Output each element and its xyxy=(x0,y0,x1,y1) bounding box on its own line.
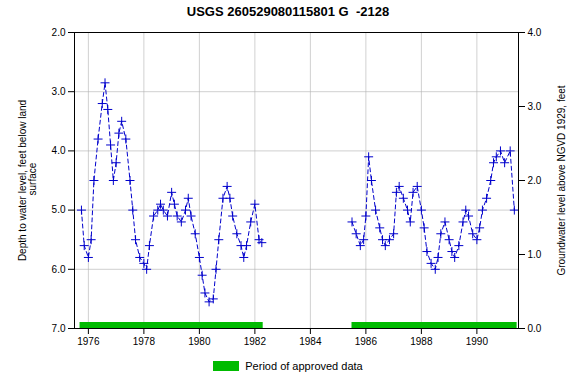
svg-text:6.0: 6.0 xyxy=(52,264,66,275)
svg-text:0.0: 0.0 xyxy=(528,323,542,334)
svg-text:1986: 1986 xyxy=(355,336,378,347)
svg-text:4.0: 4.0 xyxy=(528,27,542,38)
html-text:Period of approved data: Period of approved data xyxy=(245,360,363,372)
svg-text:1978: 1978 xyxy=(133,336,156,347)
svg-text:2.0: 2.0 xyxy=(52,27,66,38)
svg-text:7.0: 7.0 xyxy=(52,323,66,334)
svg-text:1984: 1984 xyxy=(299,336,322,347)
svg-text:1990: 1990 xyxy=(466,336,489,347)
svg-text:1988: 1988 xyxy=(410,336,433,347)
svg-text:1982: 1982 xyxy=(244,336,267,347)
svg-text:1.0: 1.0 xyxy=(528,249,542,260)
svg-text:3.0: 3.0 xyxy=(528,101,542,112)
html-text:USGS 260529080115801 G -2128: USGS 260529080115801 G -2128 xyxy=(186,4,390,19)
svg-text:Depth to water level, feet bel: Depth to water level, feet below land su… xyxy=(17,100,38,261)
svg-text:3.0: 3.0 xyxy=(52,86,66,97)
svg-text:4.0: 4.0 xyxy=(52,145,66,156)
svg-text:1976: 1976 xyxy=(77,336,100,347)
svg-text:Groundwater level above NGVD 1: Groundwater level above NGVD 1929, feet xyxy=(556,85,567,275)
svg-text:5.0: 5.0 xyxy=(52,204,66,215)
svg-text:1980: 1980 xyxy=(188,336,211,347)
svg-text:2.0: 2.0 xyxy=(528,175,542,186)
